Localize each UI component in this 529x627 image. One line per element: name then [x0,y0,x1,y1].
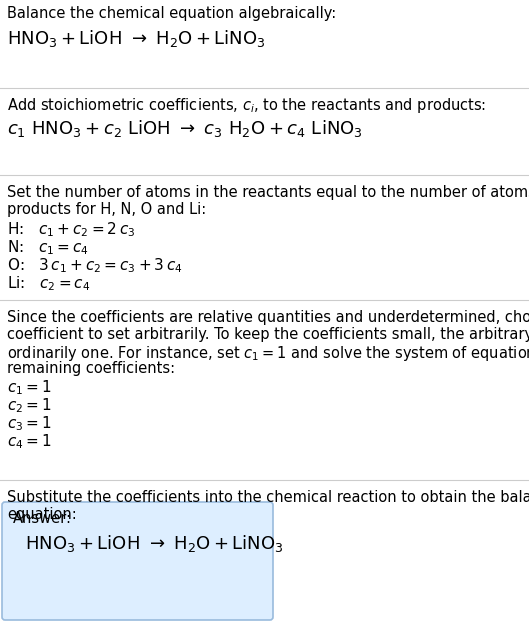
Text: $c_1 = 1$: $c_1 = 1$ [7,378,52,397]
Text: Substitute the coefficients into the chemical reaction to obtain the balanced: Substitute the coefficients into the che… [7,490,529,505]
Text: N:   $c_1 = c_4$: N: $c_1 = c_4$ [7,238,89,256]
Text: Add stoichiometric coefficients, $c_i$, to the reactants and products:: Add stoichiometric coefficients, $c_i$, … [7,96,486,115]
FancyBboxPatch shape [2,502,273,620]
Text: $c_3 = 1$: $c_3 = 1$ [7,414,52,433]
Text: $\mathrm{HNO_3 + LiOH \ {\rightarrow} \ H_2O + LiNO_3}$: $\mathrm{HNO_3 + LiOH \ {\rightarrow} \ … [25,533,284,554]
Text: O:   $3\,c_1 + c_2 = c_3 + 3\,c_4$: O: $3\,c_1 + c_2 = c_3 + 3\,c_4$ [7,256,183,275]
Text: $c_2 = 1$: $c_2 = 1$ [7,396,52,414]
Text: Set the number of atoms in the reactants equal to the number of atoms in the: Set the number of atoms in the reactants… [7,185,529,200]
Text: $c_1\ \mathrm{HNO_3} + c_2\ \mathrm{LiOH} \ {\rightarrow} \ c_3\ \mathrm{H_2O} +: $c_1\ \mathrm{HNO_3} + c_2\ \mathrm{LiOH… [7,118,363,139]
Text: coefficient to set arbitrarily. To keep the coefficients small, the arbitrary va: coefficient to set arbitrarily. To keep … [7,327,529,342]
Text: products for H, N, O and Li:: products for H, N, O and Li: [7,202,206,217]
Text: equation:: equation: [7,507,77,522]
Text: Balance the chemical equation algebraically:: Balance the chemical equation algebraica… [7,6,336,21]
Text: ordinarily one. For instance, set $c_1 = 1$ and solve the system of equations fo: ordinarily one. For instance, set $c_1 =… [7,344,529,363]
Text: remaining coefficients:: remaining coefficients: [7,361,175,376]
Text: $\mathrm{HNO_3 + LiOH \ {\rightarrow} \ H_2O + LiNO_3}$: $\mathrm{HNO_3 + LiOH \ {\rightarrow} \ … [7,28,266,49]
Text: Answer:: Answer: [13,511,72,526]
Text: Since the coefficients are relative quantities and underdetermined, choose a: Since the coefficients are relative quan… [7,310,529,325]
Text: Li:   $c_2 = c_4$: Li: $c_2 = c_4$ [7,274,90,293]
Text: H:   $c_1 + c_2 = 2\,c_3$: H: $c_1 + c_2 = 2\,c_3$ [7,220,135,239]
Text: $c_4 = 1$: $c_4 = 1$ [7,432,52,451]
